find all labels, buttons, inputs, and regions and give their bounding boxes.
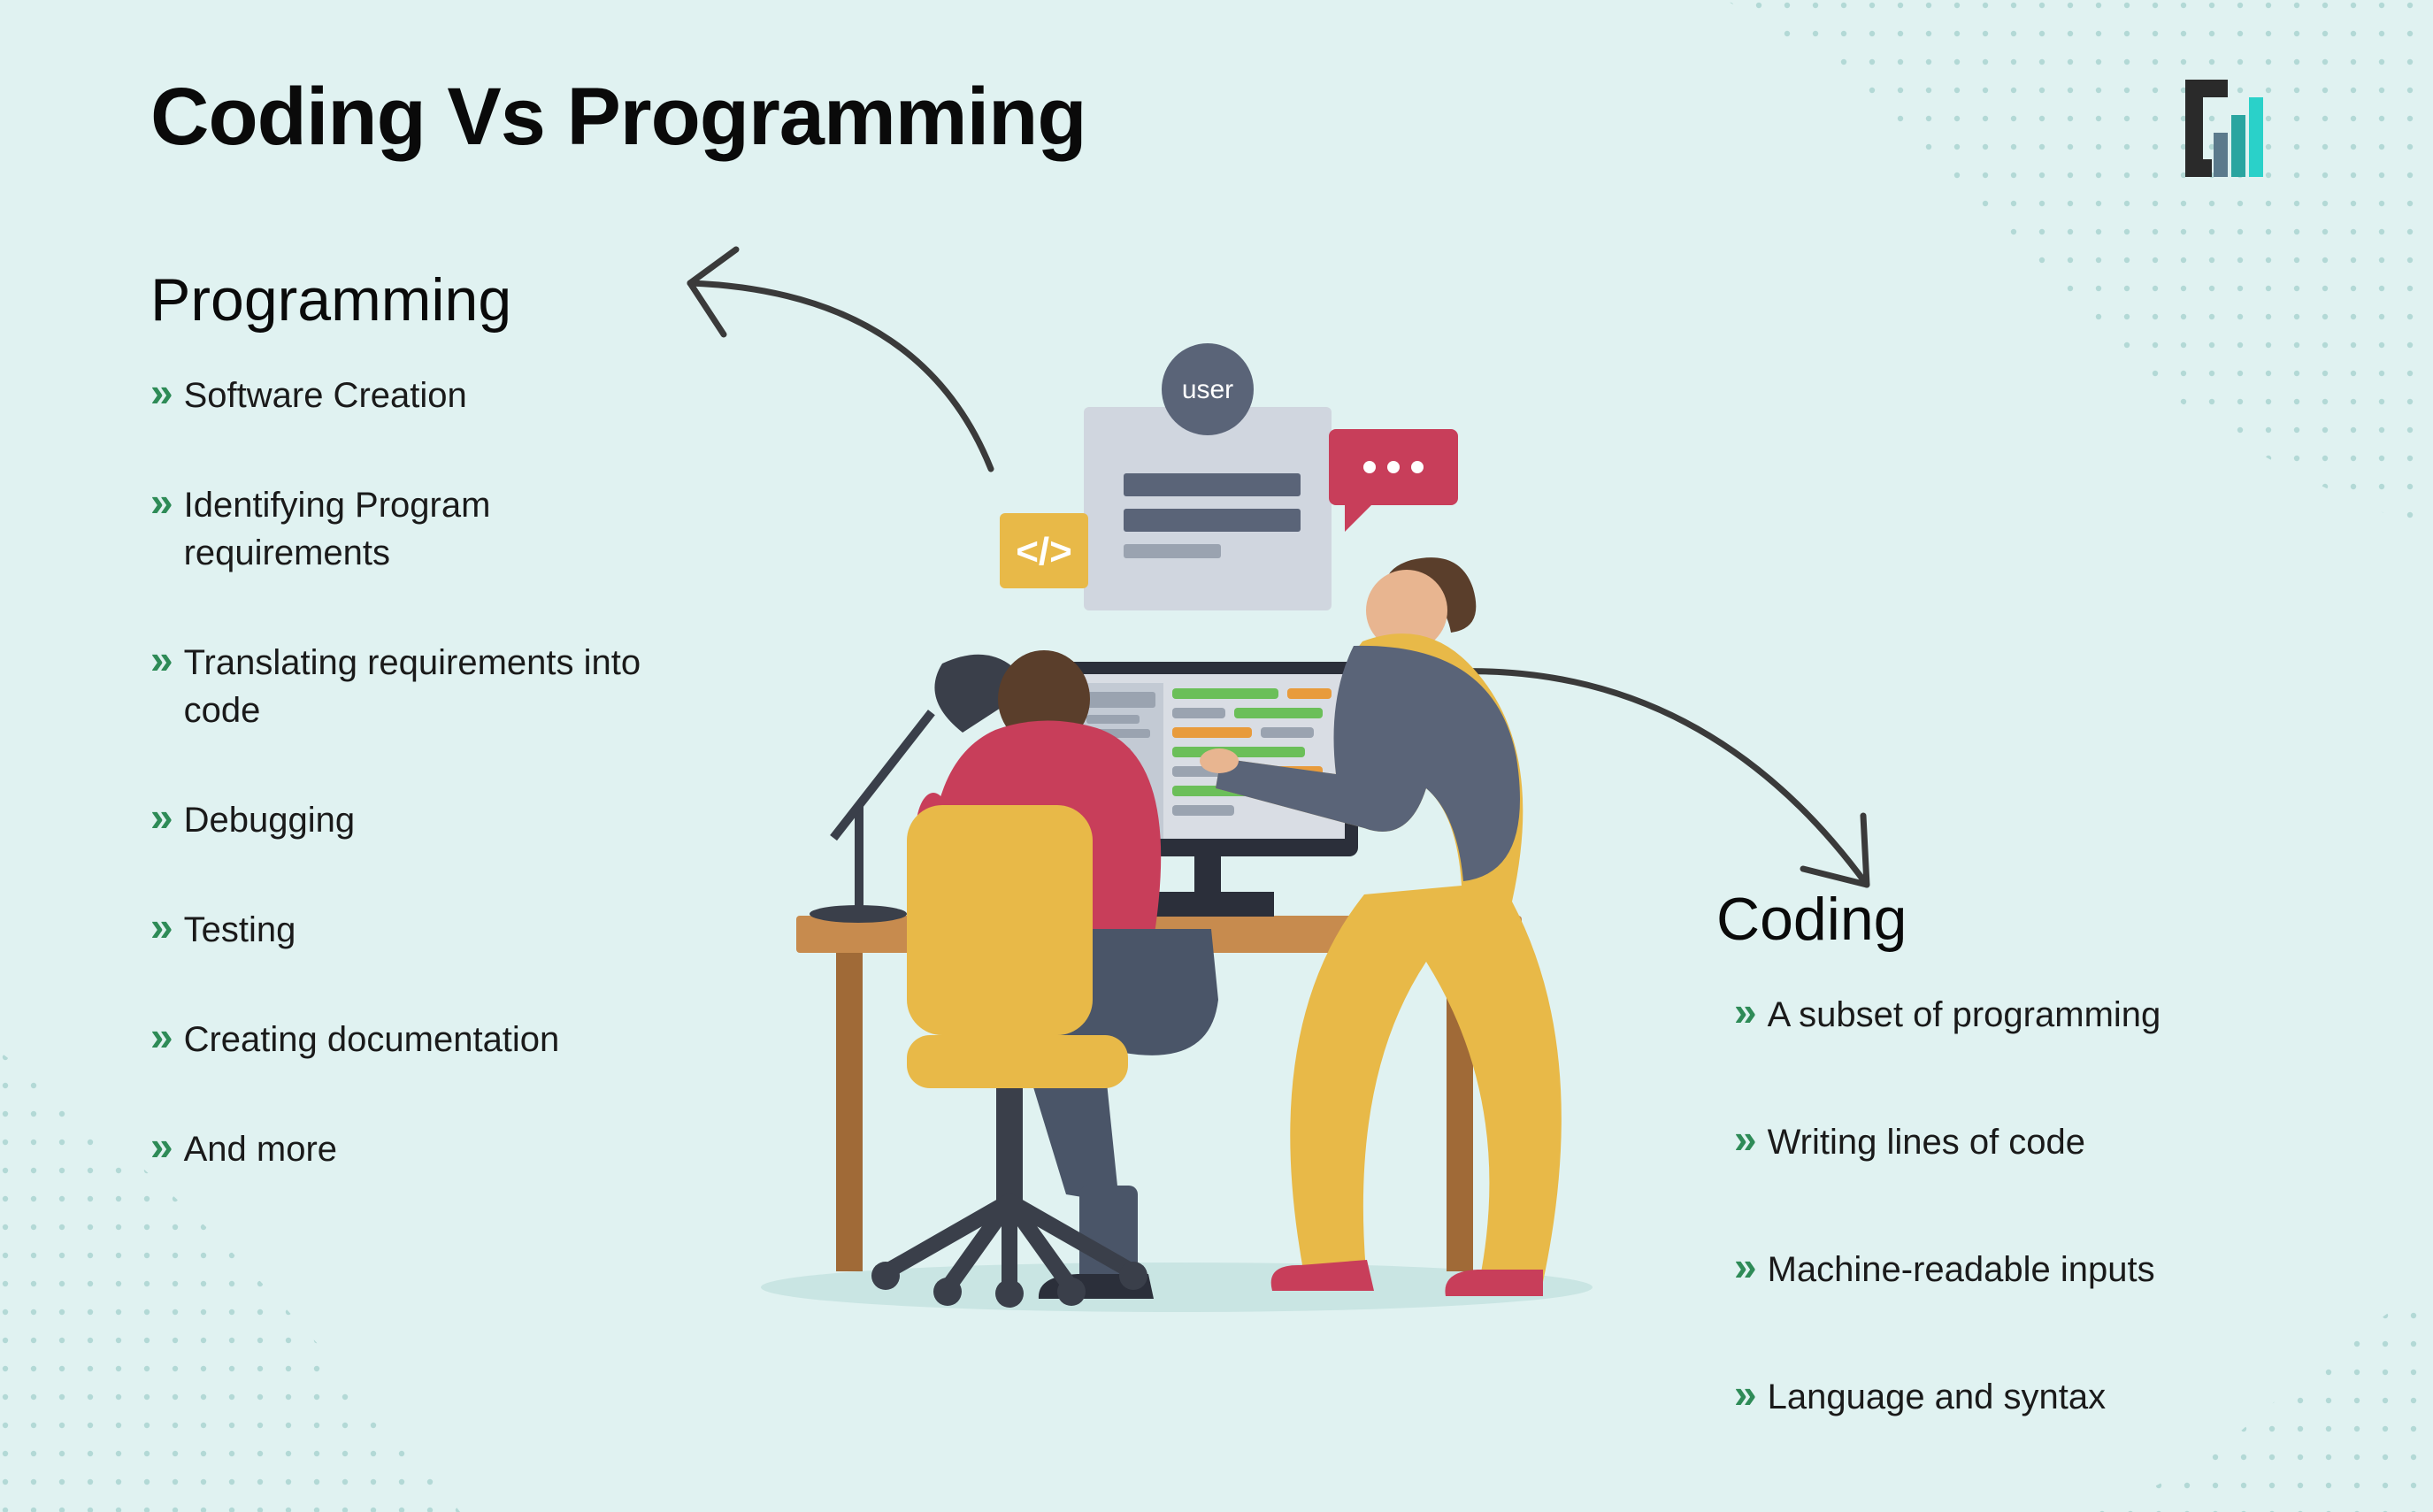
coding-item: » A subset of programming (1734, 991, 2161, 1039)
programming-item-text: And more (184, 1125, 337, 1173)
brand-logo (2159, 71, 2274, 186)
coding-item-text: Language and syntax (1768, 1373, 2107, 1421)
svg-text:</>: </> (1016, 530, 1072, 573)
programming-item-text: Testing (184, 906, 296, 954)
infographic-canvas: Coding Vs Programming Programming » Softw… (0, 0, 2433, 1512)
programming-item: » Creating documentation (150, 1016, 679, 1063)
dot-pattern-top-right (1725, 0, 2433, 531)
coding-illustration: user </> (681, 336, 1654, 1327)
coding-item-text: Machine-readable inputs (1768, 1246, 2155, 1293)
programming-list: » Software Creation » Identifying Program r… (150, 372, 679, 1173)
chevron-icon: » (150, 639, 168, 679)
chevron-icon: » (150, 481, 168, 522)
programming-item-text: Software Creation (184, 372, 467, 419)
chevron-icon: » (150, 1125, 168, 1166)
coding-item: » Writing lines of code (1734, 1118, 2161, 1166)
chevron-icon: » (150, 1016, 168, 1056)
chevron-icon: » (1734, 1246, 1752, 1286)
coding-item: » Language and syntax (1734, 1373, 2161, 1421)
programming-item-text: Creating documentation (184, 1016, 560, 1063)
coding-list: » A subset of programming » Writing lines o… (1734, 991, 2161, 1421)
programming-item-text: Translating requirements into code (184, 639, 679, 734)
chevron-icon: » (1734, 1118, 1752, 1159)
programming-item-text: Identifying Program requirements (184, 481, 679, 577)
main-title: Coding Vs Programming (150, 71, 1086, 164)
programming-item: » Testing (150, 906, 679, 954)
programming-item: » Translating requirements into code (150, 639, 679, 734)
programming-item-text: Debugging (184, 796, 356, 844)
chevron-icon: » (150, 796, 168, 837)
programming-item: » Identifying Program requirements (150, 481, 679, 577)
svg-text:user: user (1182, 375, 1233, 404)
coding-item-text: A subset of programming (1768, 991, 2161, 1039)
chevron-icon: » (1734, 991, 1752, 1032)
chevron-icon: » (150, 906, 168, 947)
programming-item: » And more (150, 1125, 679, 1173)
coding-item-text: Writing lines of code (1768, 1118, 2085, 1166)
chevron-icon: » (150, 372, 168, 412)
coding-item: » Machine-readable inputs (1734, 1246, 2161, 1293)
programming-heading: Programming (150, 265, 511, 334)
programming-item: » Debugging (150, 796, 679, 844)
chevron-icon: » (1734, 1373, 1752, 1414)
programming-item: » Software Creation (150, 372, 679, 419)
